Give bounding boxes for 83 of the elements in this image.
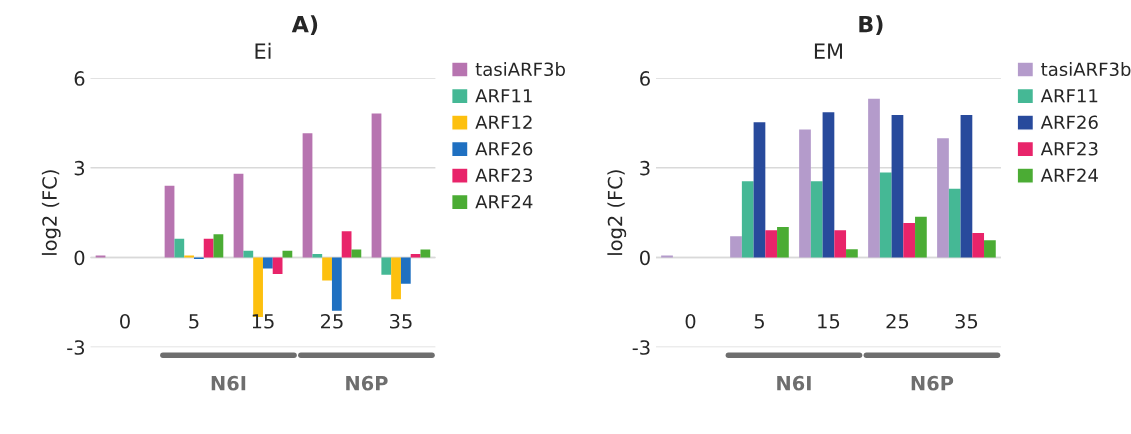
bar [891,114,904,258]
legend-label: ARF24 [475,194,533,209]
y-tick-label: -3 [632,340,650,355]
bar [960,114,973,258]
bar [846,249,858,258]
bar [948,188,961,258]
bar [371,113,382,258]
y-tick-label: -3 [67,340,85,355]
y-axis-title: log2 (FC) [41,170,61,255]
bar [834,230,847,258]
y-tick-label: 0 [640,250,650,266]
chart-title: B) [859,15,883,36]
legend-label: tasiARF3b [475,62,565,77]
x-tick-label: 0 [685,313,696,329]
legend-label: ARF11 [1040,89,1098,103]
y-axis-title: log2 (FC) [607,170,627,255]
text: N6P [911,375,954,391]
chart-subtitle: Ei [255,42,271,59]
bar [213,234,224,258]
bar [262,257,273,269]
bar [879,172,892,258]
chart-subtitle: EM [814,43,842,59]
x-tick-label: 5 [189,314,199,329]
bar [203,238,214,258]
x-tick-label: 25 [321,313,343,329]
legend-label: ARF26 [1040,115,1098,130]
bar [753,122,766,258]
bar [174,238,185,258]
bar [822,112,835,258]
bar [184,255,194,258]
text: N6I [211,375,246,391]
bar [233,173,244,258]
x-tick-label: 15 [252,314,274,329]
bar [322,257,332,281]
bar [972,232,985,258]
text: N6P [346,375,388,391]
bar [730,236,742,258]
bar [95,255,106,258]
bar [312,253,323,258]
chart-title: A) [291,15,318,36]
legend-label: ARF11 [475,89,532,103]
y-tick-label: 6 [74,71,85,86]
bar [351,249,362,258]
bar [272,257,283,274]
bar [810,181,823,258]
y-tick-label: 6 [640,71,650,86]
bar [799,129,811,258]
legend-label: ARF26 [475,141,533,156]
bar [868,98,880,258]
bar [302,133,313,258]
bar [243,250,254,258]
bar [420,249,431,258]
bar [341,231,352,258]
legend-label: ARF23 [475,168,532,183]
bar [381,257,392,275]
bar [282,250,293,258]
bar [777,227,789,258]
legend-label: ARF23 [1040,141,1098,156]
y-tick-label: 3 [74,160,85,176]
x-tick-label: 0 [120,313,130,329]
bar [915,216,927,258]
bar [741,181,754,258]
bar [331,257,342,311]
bar [937,138,949,258]
y-tick-label: 3 [640,160,650,176]
x-tick-label: 35 [955,313,978,329]
x-tick-label: 5 [754,314,764,329]
bar [164,185,175,258]
bar [984,240,996,258]
x-tick-label: 15 [818,314,840,329]
bar [410,253,421,258]
x-tick-label: 35 [390,313,412,329]
bar [903,223,916,258]
x-tick-label: 25 [886,313,909,329]
bar [765,230,778,258]
bar [400,257,411,284]
bar [391,257,401,300]
y-tick-label: 0 [74,250,85,266]
bar [661,255,673,258]
legend-label: tasiARF3b [1041,62,1131,77]
legend-label: ARF12 [475,115,532,129]
text: N6I [777,375,811,391]
legend-label: ARF24 [1040,168,1098,182]
